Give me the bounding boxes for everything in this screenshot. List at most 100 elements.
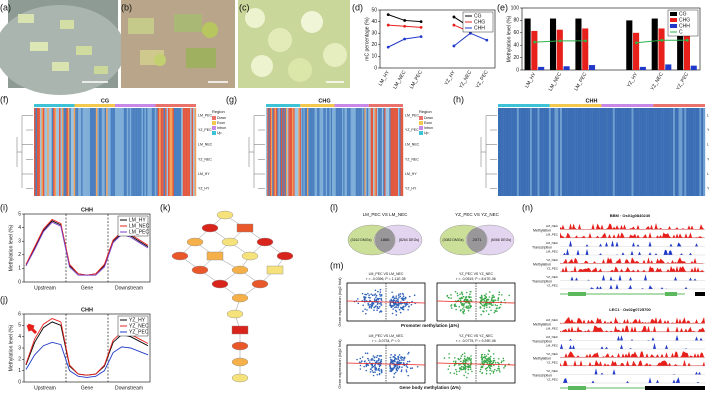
heat-cell — [605, 108, 608, 196]
heat-cell — [349, 108, 351, 196]
scatter-point — [481, 366, 483, 369]
heat-cell — [266, 108, 268, 196]
scatter-point — [492, 359, 495, 362]
scatter-point — [391, 296, 394, 299]
heat-cell — [42, 108, 45, 196]
heat-cell — [107, 108, 110, 196]
scatter-point — [485, 299, 488, 301]
scatter-point — [467, 296, 470, 298]
heat-cell — [531, 108, 534, 196]
scatter-point — [487, 349, 490, 352]
scatter-point — [364, 298, 366, 301]
point — [468, 31, 472, 35]
scatter-point — [460, 297, 462, 300]
heat-cell — [348, 108, 350, 196]
bar — [651, 18, 658, 70]
legend-label: Exon — [424, 121, 432, 125]
scatter-point — [459, 301, 462, 304]
scatter-point — [460, 309, 462, 311]
scatter-point — [460, 303, 463, 306]
scatter-point — [492, 372, 495, 374]
point — [452, 23, 456, 27]
heat-cell — [597, 108, 600, 196]
region-band — [368, 104, 403, 107]
network-node — [191, 265, 209, 275]
scatter-point — [488, 360, 490, 363]
heat-cell — [335, 108, 338, 196]
network-node — [231, 373, 249, 383]
row-label: YZ_HY — [405, 187, 417, 191]
track-row-label: YZ_PEC — [546, 361, 559, 365]
scatter-point — [488, 296, 491, 298]
scatter-point — [485, 296, 487, 299]
scatter-point — [493, 359, 496, 362]
venn-title: LM_PEC VS LM_NEC — [363, 212, 409, 217]
scatter-point — [379, 288, 382, 291]
methylation-track — [560, 359, 705, 366]
x-axis-label: Promoter methylation (Δ%) — [401, 323, 459, 328]
heat-cell — [503, 108, 506, 196]
scatter-point — [409, 367, 412, 370]
legend-box — [117, 315, 149, 337]
scatter-point — [469, 293, 471, 296]
scatter-point — [489, 355, 492, 358]
legend-label: CG — [679, 11, 687, 17]
methylation-track — [560, 351, 705, 358]
heat-cell — [561, 108, 565, 196]
heat-cell — [39, 108, 42, 196]
scatter-point — [466, 356, 469, 359]
scatter-point — [408, 360, 411, 363]
heat-cell — [179, 108, 182, 196]
scatter-point — [360, 360, 363, 362]
point — [403, 19, 407, 22]
heat-cell — [646, 108, 649, 196]
heat-cell — [652, 108, 655, 196]
heat-cell — [353, 108, 355, 196]
point — [660, 38, 664, 42]
venn-middle: 1866 — [381, 237, 391, 242]
dendrogram — [248, 116, 255, 188]
heat-cell — [132, 108, 135, 196]
heat-cell — [395, 108, 397, 196]
heat-cell — [298, 108, 300, 196]
scatter-point — [377, 290, 379, 293]
heat-cell — [592, 108, 595, 196]
network-node — [236, 223, 254, 233]
heat-cell — [624, 108, 627, 196]
heat-cell — [584, 108, 587, 196]
scatter-point — [485, 367, 488, 370]
scatter-point — [397, 358, 399, 361]
scatter-point — [489, 369, 491, 372]
methylation-track — [560, 257, 705, 264]
y-tick-label: 1 — [18, 266, 21, 272]
scatter-point — [493, 368, 496, 371]
scatter-point — [494, 299, 497, 302]
scatter-point — [465, 296, 468, 298]
row-label: YZ_PEC — [707, 128, 709, 132]
scatter-point — [471, 370, 473, 373]
heat-cell — [141, 108, 144, 196]
heat-cell — [92, 108, 95, 196]
scatter-point — [389, 361, 392, 364]
heat-cell — [391, 108, 394, 196]
network-node — [256, 237, 274, 247]
heat-cell — [693, 108, 696, 196]
row-label: YZ_PEC — [198, 128, 212, 132]
heat-cell — [288, 108, 290, 196]
scatter-point — [391, 305, 393, 308]
point — [403, 24, 407, 28]
bar — [538, 66, 545, 70]
scatter-point — [405, 369, 408, 371]
scatter-point — [490, 360, 492, 363]
y-axis-label: Methylation level (%) — [8, 224, 14, 271]
legend-label: Exon — [217, 121, 225, 125]
scatter-point — [364, 293, 366, 296]
heat-cell — [398, 108, 400, 196]
heat-cell — [360, 108, 363, 196]
scatter-point — [465, 376, 468, 379]
heat-cell — [507, 108, 510, 196]
scatter-point — [398, 296, 400, 299]
scatter-point — [458, 370, 461, 373]
heat-cell — [320, 108, 323, 196]
heat-cell — [170, 108, 173, 196]
